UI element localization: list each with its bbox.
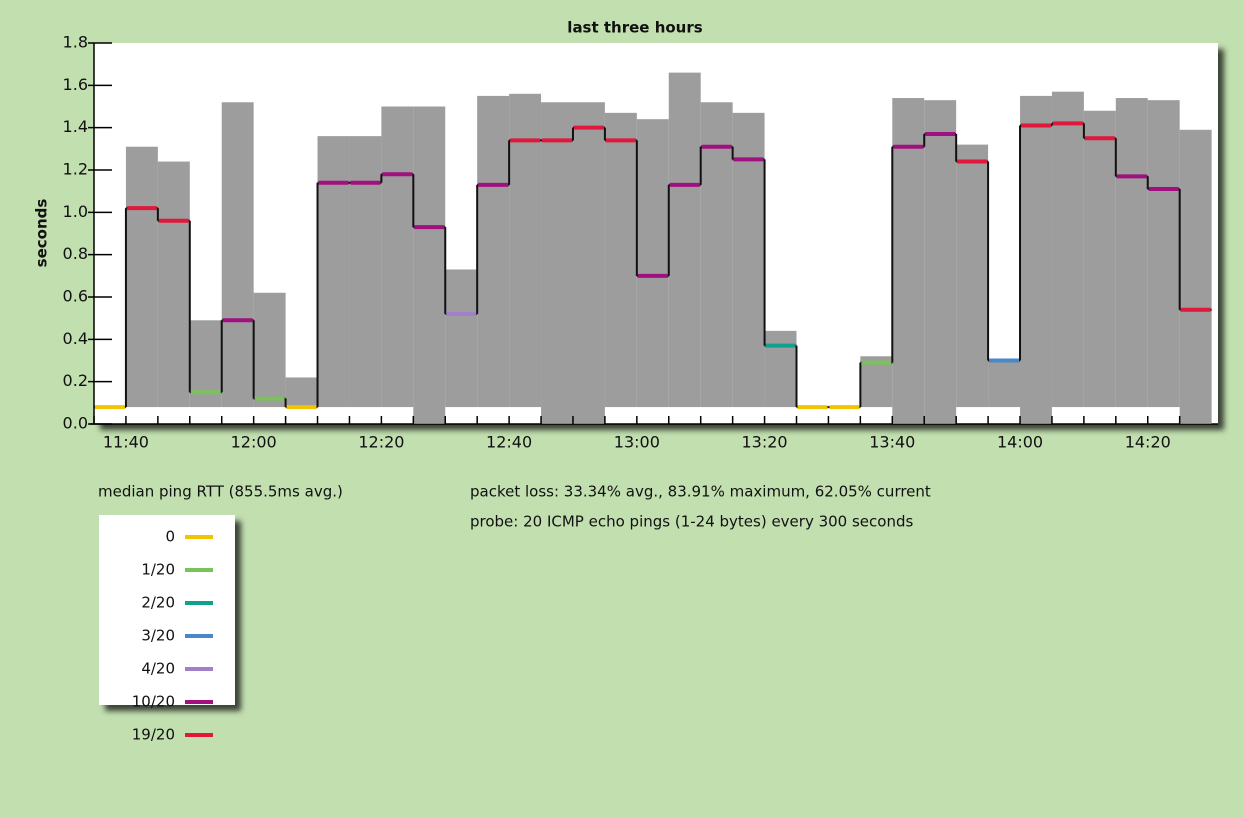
- smoke-band: [1051, 91, 1084, 408]
- legend-label: 4/20: [141, 660, 175, 678]
- x-tick-label: 12:40: [486, 433, 532, 452]
- smoke-band: [125, 146, 158, 408]
- smoke-band: [924, 100, 957, 425]
- smoke-band: [572, 102, 605, 425]
- smoke-band: [1115, 98, 1148, 408]
- smoke-band: [157, 161, 190, 408]
- smoke-band: [636, 119, 669, 408]
- smoke-band: [253, 292, 286, 408]
- x-tick-label: 13:20: [742, 433, 788, 452]
- legend-label: 19/20: [132, 726, 175, 744]
- smoke-band: [1020, 95, 1052, 425]
- x-tick-label: 14:20: [1125, 433, 1171, 452]
- smoke-band: [317, 136, 350, 408]
- packet-loss: packet loss: 33.34% avg., 83.91% maximum…: [470, 483, 931, 501]
- x-tick-label: 14:00: [997, 433, 1043, 452]
- smoke-band: [445, 269, 478, 408]
- smoke-band: [956, 144, 989, 408]
- smoke-band: [477, 95, 510, 408]
- y-tick-label: 0.6: [63, 287, 88, 306]
- smoke-band: [732, 112, 765, 408]
- legend-label: 1/20: [141, 561, 175, 579]
- smoke-band: [221, 102, 254, 408]
- x-tick-label: 12:20: [358, 433, 404, 452]
- smoke-band: [764, 330, 797, 408]
- legend-label: 10/20: [132, 693, 175, 711]
- probe: probe: 20 ICMP echo pings (1-24 bytes) e…: [470, 513, 913, 531]
- x-tick-label: 12:00: [231, 433, 277, 452]
- smoke-band: [413, 106, 446, 424]
- smoke-band: [349, 136, 382, 408]
- smoke-band: [541, 102, 573, 425]
- y-tick-label: 0.4: [63, 329, 88, 348]
- smoke-band: [988, 360, 1021, 408]
- smoke-band: [509, 93, 542, 408]
- y-tick-label: 0.2: [63, 371, 88, 390]
- legend-label: 3/20: [141, 627, 175, 645]
- legend-label: 2/20: [141, 594, 175, 612]
- y-tick-label: 1.0: [63, 202, 88, 221]
- legend-box: [99, 515, 235, 705]
- chart-title: last three hours: [567, 19, 702, 37]
- smoke-band: [1147, 100, 1180, 408]
- smoke-band: [285, 377, 318, 408]
- y-tick-label: 0.0: [63, 414, 88, 433]
- y-axis-label: seconds: [33, 199, 51, 268]
- x-tick-label: 11:40: [103, 433, 149, 452]
- y-tick-label: 0.8: [63, 244, 88, 263]
- y-tick-label: 1.4: [63, 117, 88, 136]
- smoke-band: [1179, 129, 1212, 425]
- smoke-band: [700, 102, 733, 408]
- y-tick-label: 1.2: [63, 160, 88, 179]
- smoke-band: [1083, 110, 1116, 408]
- y-tick-label: 1.6: [63, 75, 88, 94]
- smoke-band: [892, 98, 925, 425]
- x-tick-label: 13:40: [869, 433, 915, 452]
- median-label: median ping RTT (855.5ms avg.): [98, 483, 343, 501]
- smoke-band: [381, 106, 414, 408]
- smoke-band: [860, 356, 893, 408]
- legend-label: 0: [165, 528, 175, 546]
- smoke-band: [604, 112, 637, 408]
- y-tick-label: 1.8: [63, 33, 88, 52]
- smoke-band: [668, 72, 701, 408]
- x-tick-label: 13:00: [614, 433, 660, 452]
